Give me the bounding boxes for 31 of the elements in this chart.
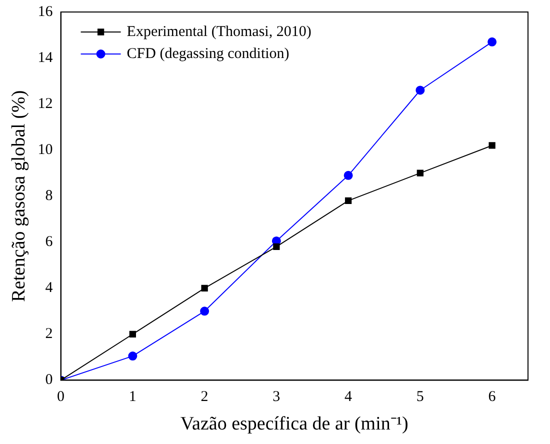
legend-label: Experimental (Thomasi, 2010) <box>126 24 312 40</box>
point <box>128 352 138 361</box>
point <box>344 197 352 204</box>
y-axis-title: Retenção gasosa global (%) <box>8 90 30 302</box>
x-tick-label: 3 <box>272 389 280 406</box>
y-tick-label: 16 <box>38 4 54 20</box>
x-axis-title: Vazão específica de ar (min⁻¹) <box>180 414 408 435</box>
x-tick-label: 5 <box>416 389 424 406</box>
y-tick-label: 6 <box>45 234 54 250</box>
y-tick-label: 4 <box>45 280 54 296</box>
y-tick-label: 14 <box>38 50 54 66</box>
point <box>488 142 496 149</box>
x-tick-label: 4 <box>344 389 353 406</box>
y-tick-label: 2 <box>45 326 53 342</box>
y-tick-label: 10 <box>38 142 53 158</box>
y-tick-label: 0 <box>45 372 53 388</box>
x-tick-label: 1 <box>128 389 136 406</box>
point <box>488 37 497 46</box>
point <box>273 243 280 250</box>
y-tick-label: 12 <box>38 96 53 112</box>
point <box>416 170 424 176</box>
point <box>129 330 136 338</box>
x-tick-label: 2 <box>200 389 208 406</box>
point <box>201 284 208 292</box>
x-tick-label: 6 <box>488 389 496 406</box>
point <box>344 170 353 180</box>
x-tick-label: 0 <box>57 389 65 406</box>
point <box>200 306 210 316</box>
point <box>416 86 425 95</box>
legend-label: CFD (degassing condition) <box>126 46 290 62</box>
y-tick-label: 8 <box>45 188 53 204</box>
